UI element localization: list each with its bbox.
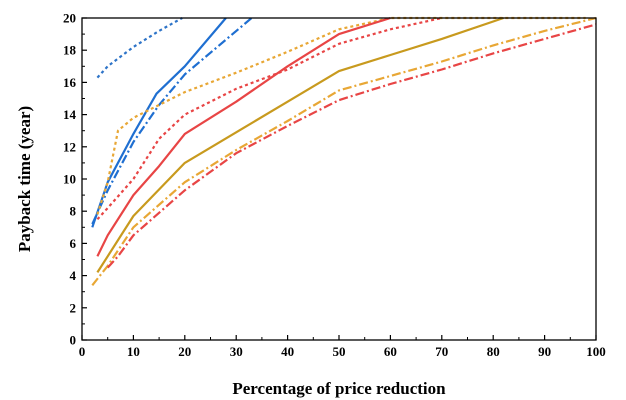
x-tick-label: 40: [281, 344, 294, 359]
x-tick-label: 60: [384, 344, 397, 359]
x-tick-label: 50: [333, 344, 346, 359]
y-tick-label: 12: [63, 139, 76, 154]
y-tick-label: 18: [63, 43, 77, 58]
y-tick-label: 8: [70, 204, 77, 219]
x-axis-title: Percentage of price reduction: [232, 379, 446, 398]
x-tick-label: 100: [586, 344, 606, 359]
y-tick-label: 4: [70, 268, 77, 283]
y-tick-label: 0: [70, 333, 77, 348]
series-line-3: [91, 17, 253, 225]
series-layer: [91, 16, 596, 286]
x-tick-label: 80: [487, 344, 500, 359]
y-tick-label: 14: [63, 107, 77, 122]
y-tick-label: 6: [70, 236, 77, 251]
x-tick-label: 30: [230, 344, 243, 359]
y-axis-title: Payback time (year): [15, 106, 34, 252]
y-tick-label: 2: [70, 300, 77, 315]
x-tick-label: 0: [79, 344, 86, 359]
y-tick-label: 20: [63, 11, 76, 26]
series-line-7: [96, 16, 504, 273]
series-line-6: [96, 16, 391, 257]
series-line-2: [91, 17, 227, 228]
series-line-1: [96, 17, 183, 79]
series-line-8: [91, 16, 596, 286]
x-tick-label: 20: [178, 344, 191, 359]
y-tick-label: 16: [63, 75, 77, 90]
plot-frame: [81, 17, 597, 341]
axes-layer: 0 10 20 30 40 50 60 70 80 90 100 0 2 4 6 8 10 12 14 16 18 20: [63, 11, 606, 360]
x-tick-label: 70: [435, 344, 448, 359]
x-tick-label: 10: [127, 344, 140, 359]
y-tick-label: 10: [63, 172, 76, 187]
series-line-9: [106, 23, 596, 269]
series-line-4: [96, 16, 586, 215]
x-tick-label: 90: [538, 344, 551, 359]
